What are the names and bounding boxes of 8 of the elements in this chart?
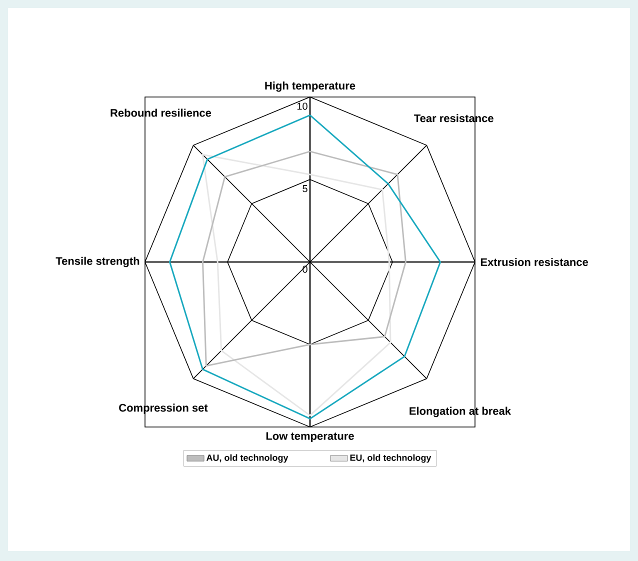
spoke-label: High temperature bbox=[265, 81, 356, 92]
legend-label: AU, old technology bbox=[206, 454, 288, 463]
spoke-label: Tensile strength bbox=[56, 256, 140, 268]
legend-label: EU, old technology bbox=[350, 454, 432, 463]
y-tick-label: 5 bbox=[302, 185, 308, 192]
spoke-label: Low temperature bbox=[266, 432, 354, 442]
spoke-label: Extrusion resistance bbox=[480, 258, 588, 266]
y-tick-label: 10 bbox=[297, 102, 308, 110]
